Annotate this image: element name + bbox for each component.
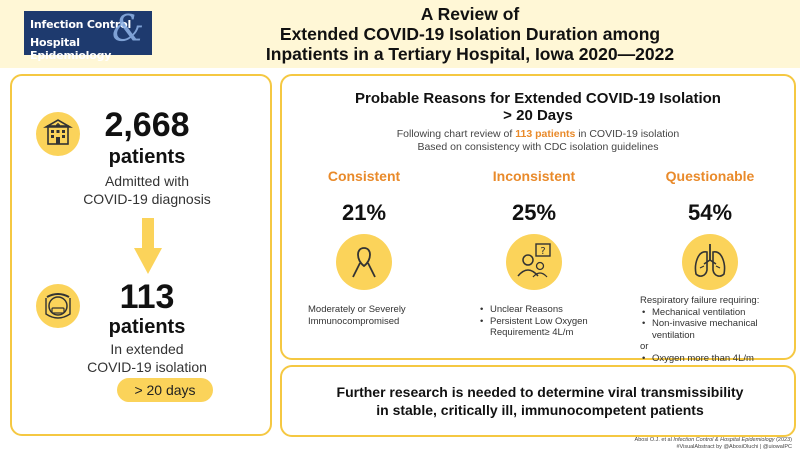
questionable-bullet-3: Oxygen more than 4L/m xyxy=(640,353,796,365)
face-shield-icon xyxy=(36,284,80,328)
admitted-description: Admitted with COVID-19 diagnosis xyxy=(72,172,222,208)
inconsistent-bullet-2: Persistent Low Oxygen Requirement≥ 4L/m xyxy=(478,316,598,339)
awareness-ribbon-icon xyxy=(336,234,392,290)
hospital-icon xyxy=(36,112,80,156)
header-banner: Infection Control Hospital Epidemiology … xyxy=(0,0,800,68)
category-inconsistent-percent: 25% xyxy=(511,200,557,225)
inconsistent-bullet-1: Unclear Reasons xyxy=(478,304,598,316)
subtitle-highlight: 113 patients xyxy=(515,128,576,140)
citation-journal: Infection Control & Hospital Epidemiolog… xyxy=(673,437,775,443)
social-handles: #VisualAbstract by @AbosiOluchi | @uiowa… xyxy=(676,443,792,450)
consistent-note-line-1: Moderately or Severely xyxy=(308,304,406,315)
category-inconsistent: Inconsistent xyxy=(454,168,614,184)
patient-flow-panel: 2,668 patients Admitted with COVID-19 di… xyxy=(10,74,272,436)
page-title: A Review of Extended COVID-19 Isolation … xyxy=(190,4,750,64)
isolated-desc-line-2: COVID-19 isolation xyxy=(87,359,207,375)
svg-text:?: ? xyxy=(540,246,545,257)
confused-person-icon: ? xyxy=(506,234,562,290)
reasons-title-line-1: Probable Reasons for Extended COVID-19 I… xyxy=(355,90,721,107)
down-arrow-icon xyxy=(134,218,162,274)
admitted-count: 2,668 xyxy=(104,106,190,144)
title-line-3: Inpatients in a Tertiary Hospital, Iowa … xyxy=(265,44,675,64)
lungs-icon xyxy=(682,234,738,290)
category-inconsistent-title: Inconsistent xyxy=(492,168,576,184)
category-consistent-percent: 21% xyxy=(341,200,387,225)
duration-badge: > 20 days xyxy=(117,378,213,402)
conclusion-text: Further research is needed to determine … xyxy=(302,383,778,419)
reasons-title-line-2: > 20 Days xyxy=(503,107,573,124)
journal-logo: Infection Control Hospital Epidemiology … xyxy=(24,9,152,62)
category-consistent-title: Consistent xyxy=(327,168,401,184)
questionable-intro: Respiratory failure requiring: xyxy=(640,295,760,306)
isolated-description: In extended COVID-19 isolation xyxy=(72,340,222,376)
title-line-1: A Review of xyxy=(420,4,520,24)
questionable-or: or xyxy=(640,341,649,352)
subtitle-suffix: in COVID-19 isolation xyxy=(575,128,680,140)
questionable-bullets-2: Oxygen more than 4L/m xyxy=(640,353,796,365)
consistent-note-line-2: Immunocompromised xyxy=(308,315,400,327)
conclusion-line-1: Further research is needed to determine … xyxy=(336,384,744,400)
consistent-note: Moderately or Severely Immunocompromised xyxy=(308,304,438,327)
admitted-unit: patients xyxy=(108,146,186,168)
admitted-desc-line-1: Admitted with xyxy=(104,173,190,189)
inconsistent-bullets: Unclear Reasons Persistent Low Oxygen Re… xyxy=(478,304,598,339)
reasons-subtitle: Following chart review of 113 patients i… xyxy=(282,128,794,154)
category-questionable-percent: 54% xyxy=(687,200,733,225)
conclusion-panel: Further research is needed to determine … xyxy=(280,365,796,437)
citation-year: (2023) xyxy=(774,437,792,443)
isolated-desc-line-1: In extended xyxy=(110,341,184,357)
logo-line-2: Hospital Epidemiology xyxy=(30,36,112,62)
questionable-bullet-2: Non-invasive mechanical ventilation xyxy=(640,318,796,341)
subtitle-prefix: Following chart review of xyxy=(396,128,516,140)
reasons-panel: Probable Reasons for Extended COVID-19 I… xyxy=(280,74,796,364)
isolated-count: 113 xyxy=(119,278,175,316)
reasons-title: Probable Reasons for Extended COVID-19 I… xyxy=(282,90,794,124)
logo-ampersand: & xyxy=(112,9,145,50)
citation-footer: Abosi O.J. et al Infection Control & Hos… xyxy=(635,437,792,450)
subtitle-line-2: Based on consistency with CDC isolation … xyxy=(417,141,659,153)
citation-authors: Abosi O.J. et al xyxy=(634,437,674,443)
logo-line-1: Infection Control xyxy=(30,18,132,31)
questionable-bullets: Mechanical ventilation Non-invasive mech… xyxy=(640,307,796,342)
category-questionable: Questionable xyxy=(630,168,790,184)
title-line-2: Extended COVID-19 Isolation Duration amo… xyxy=(279,24,661,44)
admitted-desc-line-2: COVID-19 diagnosis xyxy=(83,191,211,207)
category-questionable-title: Questionable xyxy=(665,168,755,184)
questionable-note: Respiratory failure requiring: Mechanica… xyxy=(640,295,796,364)
conclusion-line-2: in stable, critically ill, immunocompete… xyxy=(376,402,704,418)
isolated-unit: patients xyxy=(108,316,186,338)
questionable-bullet-1: Mechanical ventilation xyxy=(640,307,796,319)
category-consistent: Consistent xyxy=(284,168,444,184)
